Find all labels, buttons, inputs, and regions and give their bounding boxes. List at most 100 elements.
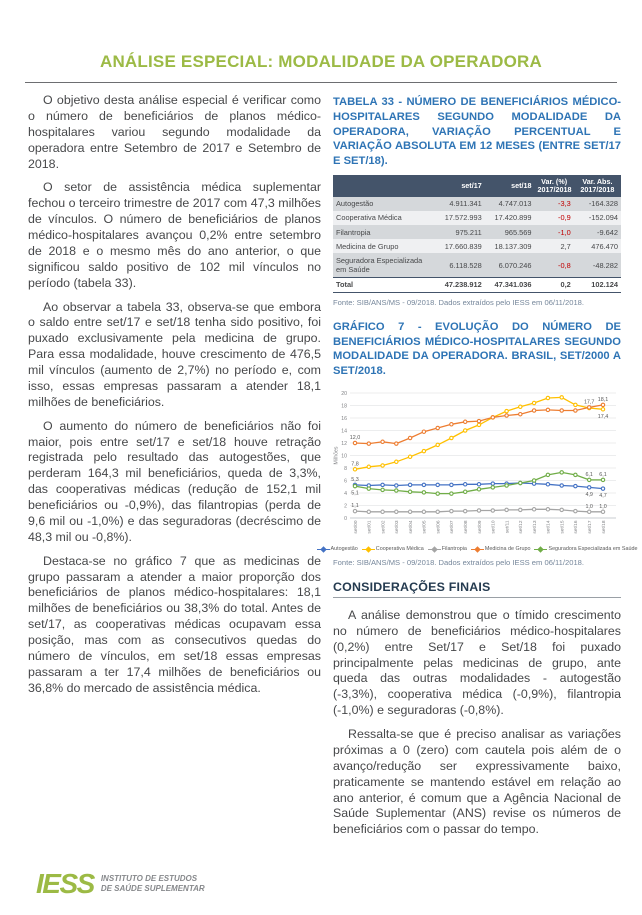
legend-marker-icon: [470, 546, 484, 553]
cell-value: 17.572.993: [444, 213, 482, 223]
svg-text:17,4: 17,4: [598, 414, 609, 420]
svg-text:6,1: 6,1: [585, 472, 593, 478]
chart-svg-mount: 0 2 4 6 8 10 12 14 16 18 20 Milhões set/00 set/01 set/…: [333, 385, 621, 545]
svg-text:set/11: set/11: [504, 520, 510, 533]
svg-text:set/15: set/15: [559, 520, 565, 533]
table-body: Autogestão 4.911.341 4.747.013 -3,3 -164.328…: [333, 196, 621, 278]
svg-text:set/08: set/08: [463, 520, 469, 533]
svg-text:set/01: set/01: [367, 520, 373, 533]
svg-text:set/10: set/10: [491, 520, 497, 533]
body-paragraph: O aumento do número de beneficiários não…: [28, 418, 321, 544]
svg-text:10: 10: [341, 453, 347, 459]
legend-item: Autogestão: [316, 546, 358, 553]
total-label: Total: [336, 280, 354, 290]
svg-text:4,7: 4,7: [599, 493, 607, 499]
cell-value: -48.282: [592, 260, 618, 270]
svg-text:4,9: 4,9: [585, 492, 593, 498]
svg-text:5,1: 5,1: [351, 491, 359, 497]
svg-text:4: 4: [344, 491, 347, 497]
table-row: Medicina de Grupo 17.660.839 18.137.309 2,7…: [333, 239, 621, 254]
svg-text:18,1: 18,1: [598, 397, 609, 403]
svg-text:set/00: set/00: [353, 520, 359, 533]
svg-text:1,0: 1,0: [585, 504, 593, 510]
table-row: Cooperativa Médica 17.572.993 17.420.899 -0…: [333, 210, 621, 226]
cell-value: -152.094: [588, 213, 618, 223]
total-value: 0,2: [560, 280, 571, 290]
cell-value: 18.137.309: [494, 241, 532, 251]
table-row: Autogestão 4.911.341 4.747.013 -3,3 -164.328: [333, 196, 621, 211]
page-title: ANÁLISE ESPECIAL: MODALIDADE DA OPERADOR…: [99, 52, 543, 71]
cell-value: -3,3: [558, 199, 571, 209]
svg-text:set/03: set/03: [394, 520, 400, 533]
row-label: Seguradora Especializada em Saúde: [336, 256, 423, 274]
legend-label: Filantropia: [441, 546, 467, 553]
body-paragraph: O objetivo desta análise especial é veri…: [28, 93, 321, 171]
cell-value: 4.747.013: [498, 199, 532, 209]
iess-logo: IESS INSTITUTO DE ESTUDOS DE SAÚDE SUPLE…: [36, 870, 205, 898]
svg-text:set/12: set/12: [518, 520, 524, 533]
svg-text:set/13: set/13: [532, 520, 538, 533]
svg-text:8: 8: [344, 466, 347, 472]
legend-marker-icon: [534, 546, 548, 553]
table-total-row: Total 47.238.912 47.341.036 0,2 102.124: [333, 277, 621, 293]
svg-text:set/02: set/02: [380, 520, 386, 533]
cell-value: -164.328: [588, 199, 618, 209]
body-paragraph: O setor de assistência médica suplementa…: [28, 180, 321, 290]
final-paragraph: Ressalta-se que é preciso analisar as va…: [333, 727, 621, 837]
body-column: O objetivo desta análise especial é veri…: [28, 93, 321, 705]
svg-text:1,1: 1,1: [351, 503, 359, 509]
svg-text:set/05: set/05: [422, 520, 428, 533]
cell-value: 6.070.246: [498, 260, 532, 270]
cell-value: 17.660.839: [444, 241, 482, 251]
total-value: 102.124: [591, 280, 618, 290]
svg-text:1,0: 1,0: [599, 504, 607, 510]
final-paragraph: A análise demonstrou que o tímido cresci…: [333, 607, 621, 718]
header-var-pct: Var. (%) 2017/2018: [534, 174, 574, 197]
iess-logo-subtitle: INSTITUTO DE ESTUDOS DE SAÚDE SUPLEMENTA…: [100, 874, 205, 893]
svg-text:set/04: set/04: [408, 520, 414, 533]
cell-value: 975.211: [455, 227, 482, 237]
chart-heading: GRÁFICO 7 - EVOLUÇÃO DO NÚMERO DE BENEFI…: [333, 320, 621, 378]
legend-item: Cooperativa Médica: [361, 546, 424, 553]
header-set17: set/17: [434, 174, 485, 197]
row-label: Cooperativa Médica: [336, 213, 402, 223]
row-label: Autogestão: [336, 199, 374, 209]
legend-item: Seguradora Especializada em Saúde: [534, 546, 637, 553]
svg-text:Milhões: Milhões: [334, 446, 340, 464]
title-divider: [25, 82, 617, 83]
row-label: Filantropia: [336, 227, 371, 237]
iess-logo-text: IESS: [36, 868, 95, 899]
cell-value: 4.911.341: [449, 199, 482, 209]
svg-text:0: 0: [344, 516, 347, 522]
svg-text:set/06: set/06: [435, 520, 441, 533]
body-paragraph: Ao observar a tabela 33, observa-se que …: [28, 299, 321, 409]
svg-text:12,0: 12,0: [350, 435, 361, 441]
legend-item: Medicina de Grupo: [470, 546, 531, 553]
cell-value: 6.118.528: [449, 260, 482, 270]
cell-value: -0,9: [558, 213, 571, 223]
legend-label: Seguradora Especializada em Saúde: [548, 546, 638, 553]
chart-legend: Autogestão Cooperativa Médica Filantropia M…: [316, 546, 637, 553]
svg-text:6,1: 6,1: [599, 472, 607, 478]
table-header: set/17 set/18 Var. (%) 2017/2018 Var. Ab…: [333, 174, 621, 197]
cell-value: 965.569: [504, 227, 532, 237]
row-label: Medicina de Grupo: [336, 241, 399, 251]
body-paragraph: Destaca-se no gráfico 7 que as medicinas…: [28, 553, 321, 695]
legend-label: Cooperativa Médica: [375, 546, 424, 553]
svg-text:set/16: set/16: [573, 520, 579, 533]
cell-value: -9.642: [597, 227, 618, 237]
svg-text:2: 2: [344, 503, 347, 509]
legend-marker-icon: [427, 546, 441, 553]
legend-label: Medicina de Grupo: [484, 546, 531, 553]
table-source: Fonte: SIB/ANS/MS - 09/2018. Dados extra…: [333, 297, 585, 307]
table-footer: Total 47.238.912 47.341.036 0,2 102.124: [333, 277, 621, 293]
legend-label: Autogestão: [330, 546, 358, 553]
header-modality: [333, 174, 435, 197]
table-row: Filantropia 975.211 965.569 -1,0 -9.642: [333, 225, 621, 240]
total-value: 47.341.036: [494, 280, 532, 290]
table-row: Seguradora Especializada em Saúde 6.118.5…: [333, 253, 621, 278]
final-section-divider: [333, 596, 621, 598]
legend-marker-icon: [316, 546, 330, 553]
cell-value: 2,7: [560, 241, 571, 251]
legend-item: Filantropia: [427, 546, 467, 553]
